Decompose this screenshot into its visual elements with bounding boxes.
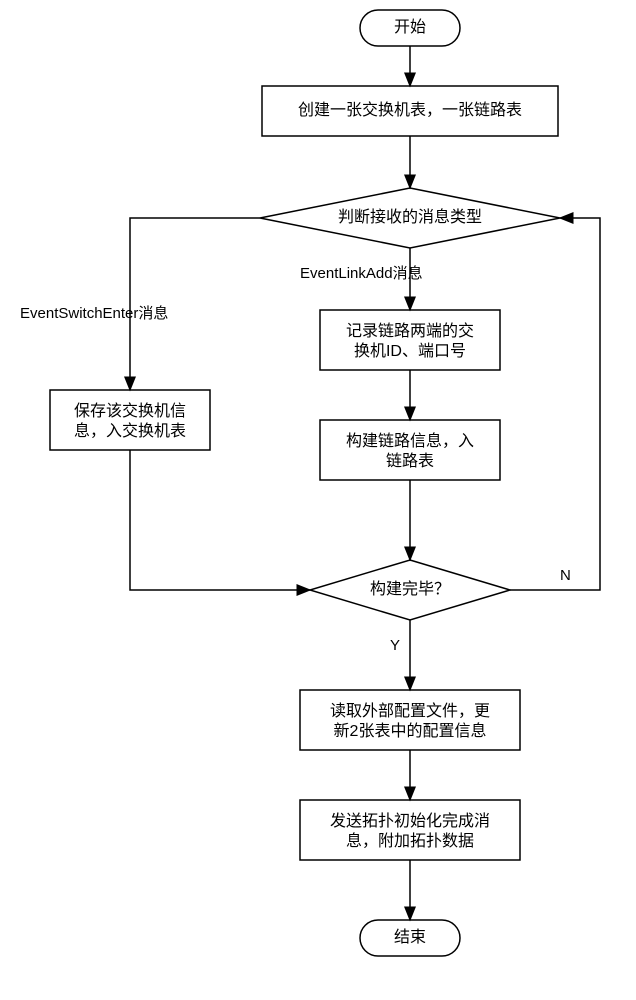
label-link-add: EventLinkAdd消息: [300, 265, 423, 282]
save-line2: 息，入交换机表: [74, 422, 186, 440]
start-label: 开始: [394, 18, 426, 36]
send-line2: 息，附加拓扑数据: [346, 832, 474, 850]
save-line1: 保存该交换机信: [74, 402, 186, 420]
label-no: N: [560, 567, 571, 584]
label-yes: Y: [390, 637, 400, 654]
done-label: 构建完毕？: [370, 580, 450, 598]
read-line1: 读取外部配置文件，更: [330, 702, 490, 720]
build-line1: 构建链路信息，入: [346, 432, 474, 450]
record-line1: 记录链路两端的交: [346, 322, 474, 340]
create-label: 创建一张交换机表，一张链路表: [298, 101, 522, 119]
edge-save-done: [130, 450, 310, 590]
build-line2: 链路表: [386, 452, 434, 470]
send-line1: 发送拓扑初始化完成消: [330, 812, 490, 830]
record-line2: 换机ID、端口号: [354, 342, 466, 360]
edge-done-no: [510, 218, 600, 590]
read-line2: 新2张表中的配置信息: [334, 722, 487, 740]
end-label: 结束: [394, 928, 426, 946]
edge-judge-save: [130, 218, 260, 390]
judge-label: 判断接收的消息类型: [338, 208, 482, 226]
flowchart: 开始 创建一张交换机表，一张链路表 判断接收的消息类型 EventLinkAdd…: [0, 0, 636, 1000]
label-switch-enter: EventSwitchEnter消息: [20, 305, 168, 322]
